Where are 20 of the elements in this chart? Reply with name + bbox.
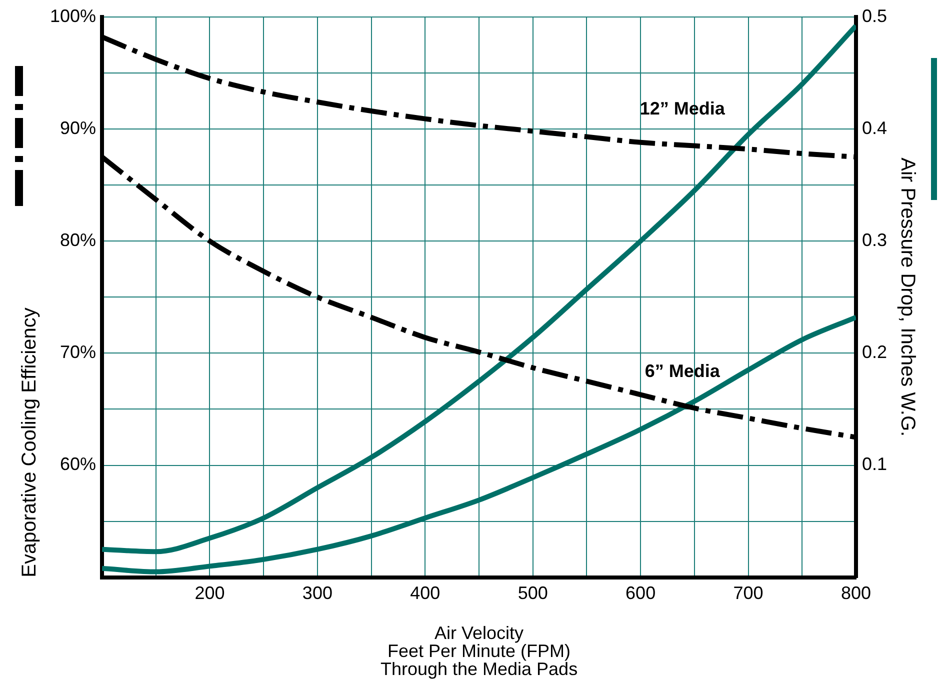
x-tick-label: 800 [840,583,871,604]
y2-tick-label: 0.4 [862,118,888,138]
x-tick-label: 400 [410,583,440,604]
x-axis-title: Air Velocity Feet Per Minute (FPM) Through the Media Pads [380,622,578,679]
y2-tick-label: 0.1 [862,454,888,474]
y-tick-label: 60% [60,454,96,474]
y-tick-label: 90% [60,118,96,138]
x-tick-label: 500 [518,583,548,604]
y-axis-title: Evaporative Cooling Efficiency [18,308,41,578]
x-tick-label: 600 [626,583,656,604]
x-tick-label: 700 [733,583,764,604]
x-tick-label: 200 [194,583,225,604]
x-tick-label: 300 [302,583,332,604]
y2-tick-label: 0.2 [862,342,888,362]
y-tick-label: 100% [50,6,96,26]
y2-axis-title: Air Pressure Drop, Inches W.G. [896,158,918,437]
y2-tick-label: 0.5 [862,6,888,26]
y-tick-label: 70% [60,342,96,362]
y-tick-label: 80% [60,230,96,250]
y2-tick-label: 0.3 [862,230,888,250]
